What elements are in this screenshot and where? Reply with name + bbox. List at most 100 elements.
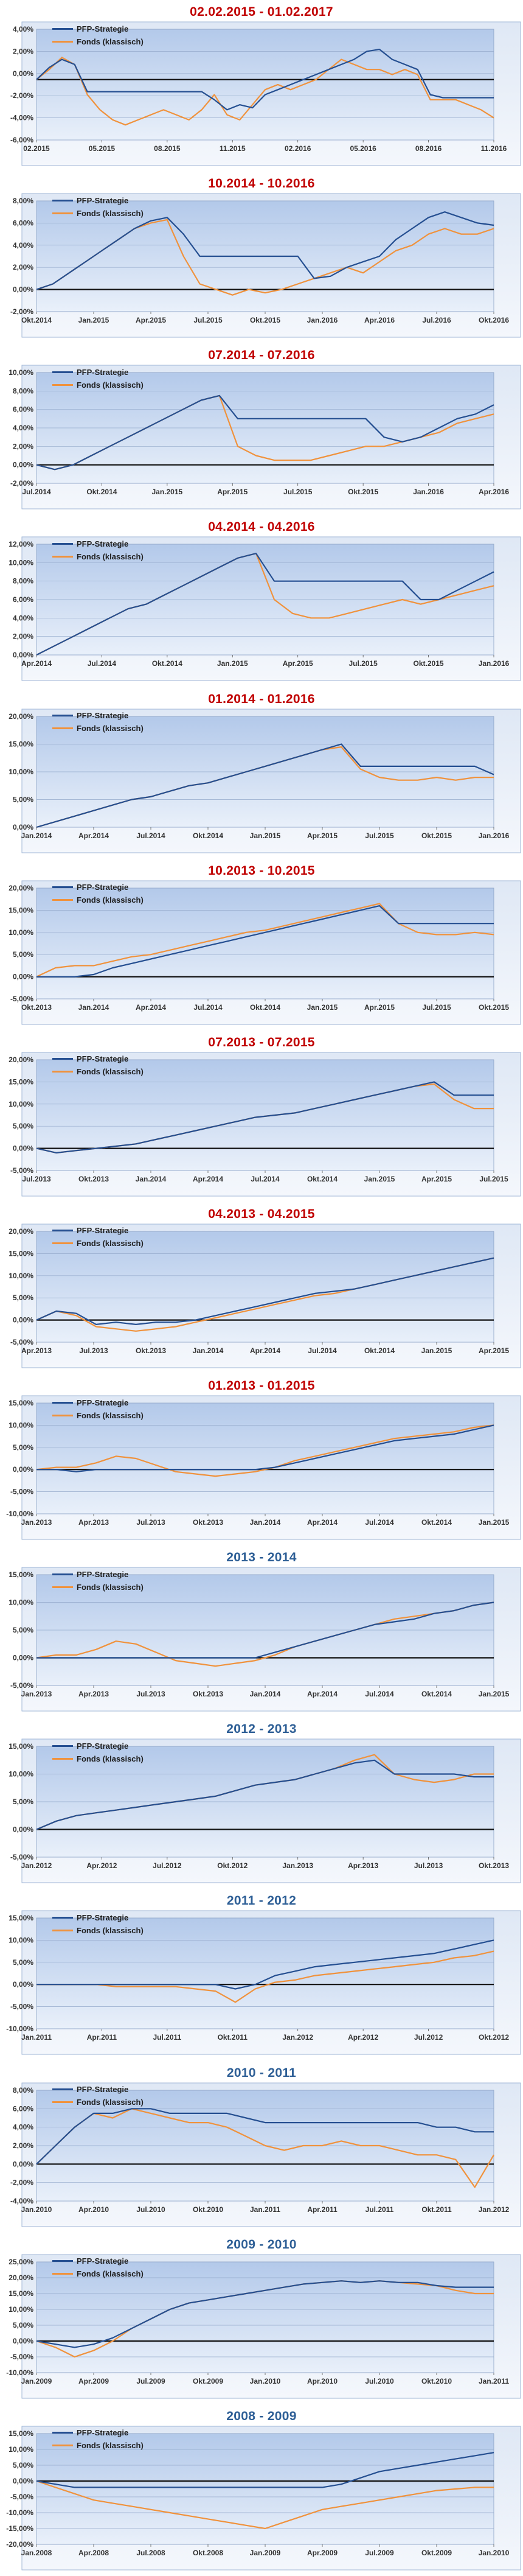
y-tick-label: 0,00% xyxy=(13,1825,33,1834)
y-tick-label: 5,00% xyxy=(13,1443,33,1452)
x-tick-label: Okt.2014 xyxy=(364,1346,395,1355)
chart-legend: PFP-Strategie Fonds (klassisch) xyxy=(49,709,164,736)
y-tick-label: 0,00% xyxy=(13,1654,33,1662)
x-tick-label: Jul.2008 xyxy=(136,2549,165,2557)
legend-item: Fonds (klassisch) xyxy=(52,1581,144,1592)
y-tick-label: 2,00% xyxy=(13,47,33,55)
legend-swatch xyxy=(52,199,73,201)
y-tick-label: -10,00% xyxy=(6,2025,33,2033)
x-tick-label: Jan.2016 xyxy=(307,316,338,324)
x-tick-label: Okt.2013 xyxy=(193,1690,223,1698)
y-tick-label: 20,00% xyxy=(9,712,33,721)
y-tick-label: 4,00% xyxy=(13,614,33,623)
series-line-pfp-strategie xyxy=(36,211,494,290)
chart-title: 10.2013 - 10.2015 xyxy=(208,863,315,878)
x-tick-label: Apr.2015 xyxy=(307,831,338,840)
legend-item: Fonds (klassisch) xyxy=(52,1410,144,1421)
y-tick-label: 15,00% xyxy=(9,1249,33,1258)
legend-item: Fonds (klassisch) xyxy=(52,723,144,734)
legend-swatch xyxy=(52,1058,73,1060)
legend-swatch xyxy=(52,2101,73,2104)
y-tick-label: -2,00% xyxy=(10,307,33,316)
y-tick-label: -5,00% xyxy=(10,1681,33,1690)
legend-swatch xyxy=(52,886,73,889)
chart-panel: 2011 - 2012 15,00% 10,00% 5,00% 0,00% -5,00% -… xyxy=(0,1889,523,2060)
legend-label: Fonds (klassisch) xyxy=(77,724,144,733)
x-tick-label: Jul.2015 xyxy=(348,659,378,668)
y-tick-label: 5,00% xyxy=(13,1958,33,1967)
x-tick-label: Okt.2015 xyxy=(348,488,378,496)
legend-label: PFP-Strategie xyxy=(77,1741,129,1751)
line-chart: 4,00% 2,00% 0,00% -2,00% -4,00% -6,00%02.2015… xyxy=(10,21,521,166)
y-tick-label: 0,00% xyxy=(13,1465,33,1474)
x-tick-label: Okt.2010 xyxy=(421,2377,452,2385)
x-tick-label: 05.2015 xyxy=(89,144,116,153)
y-tick-label: 0,00% xyxy=(13,285,33,294)
y-tick-label: -2,00% xyxy=(10,91,33,100)
x-tick-label: Jan.2011 xyxy=(479,2377,509,2385)
x-tick-label: Jan.2012 xyxy=(282,2033,313,2042)
x-tick-label: Okt.2013 xyxy=(136,1346,166,1355)
x-tick-label: Okt.2015 xyxy=(479,1003,509,1012)
x-tick-label: Jan.2013 xyxy=(21,1518,52,1527)
legend-swatch xyxy=(52,1745,73,1747)
x-tick-label: Okt.2015 xyxy=(250,316,280,324)
series-line-pfp-strategie xyxy=(36,2280,494,2348)
y-tick-label: 20,00% xyxy=(9,1227,33,1236)
legend-label: PFP-Strategie xyxy=(77,1054,129,1064)
legend-label: PFP-Strategie xyxy=(77,711,129,721)
legend-label: Fonds (klassisch) xyxy=(77,895,144,905)
x-tick-label: Jan.2014 xyxy=(136,1175,167,1183)
legend-swatch xyxy=(52,727,73,730)
legend-label: Fonds (klassisch) xyxy=(77,37,144,46)
chart-legend: PFP-Strategie Fonds (klassisch) xyxy=(49,2083,164,2110)
x-tick-label: Jan.2013 xyxy=(21,1690,52,1698)
chart-panel: 02.02.2015 - 01.02.2017 4,00% 2,00% 0,00% -2… xyxy=(0,0,523,172)
y-tick-label: 4,00% xyxy=(13,2123,33,2131)
y-tick-label: -20,00% xyxy=(6,2540,33,2549)
plot-area xyxy=(36,1402,494,1514)
y-tick-label: -2,00% xyxy=(10,2178,33,2186)
line-chart: 15,00% 10,00% 5,00% 0,00% -5,00%Jan.2012 Apr.… xyxy=(9,1738,521,1883)
chart-title: 01.2014 - 01.2016 xyxy=(208,691,315,706)
chart-title: 2013 - 2014 xyxy=(226,1550,297,1565)
series-line-pfp-strategie xyxy=(36,1601,494,1659)
x-tick-label: Jan.2015 xyxy=(217,659,248,668)
y-tick-label: 5,00% xyxy=(13,2461,33,2469)
y-tick-label: 8,00% xyxy=(13,197,33,205)
x-tick-label: Apr.2011 xyxy=(307,2205,338,2214)
x-tick-label: Jan.2010 xyxy=(479,2549,510,2557)
line-chart: 12,00%10,00%8,00%6,00%4,00%2,00%0,00%Apr… xyxy=(9,536,521,681)
x-tick-label: Apr.2010 xyxy=(307,2377,338,2385)
x-tick-label: Okt.2013 xyxy=(78,1175,109,1183)
x-tick-label: Apr.2016 xyxy=(479,488,509,496)
legend-item: Fonds (klassisch) xyxy=(52,1238,144,1249)
x-tick-label: Jul.2014 xyxy=(365,1518,394,1527)
x-tick-label: Jul.2014 xyxy=(193,1003,223,1012)
chart-title: 07.2014 - 07.2016 xyxy=(208,348,315,363)
y-tick-label: -10,00% xyxy=(6,2368,33,2377)
legend-swatch xyxy=(52,1929,73,1931)
x-tick-label: Jul.2013 xyxy=(79,1346,108,1355)
y-tick-label: 4,00% xyxy=(13,25,33,33)
y-tick-label: 0,00% xyxy=(13,1144,33,1152)
plot-area xyxy=(36,1231,494,1343)
legend-swatch xyxy=(52,2432,73,2434)
series-line-fonds-klassisch xyxy=(36,57,494,126)
x-tick-label: Jan.2008 xyxy=(21,2549,52,2557)
y-tick-label: -10,00% xyxy=(6,2508,33,2517)
x-tick-label: Jan.2014 xyxy=(193,1346,224,1355)
x-tick-label: Okt.2010 xyxy=(193,2205,223,2214)
line-chart: 15,00% 10,00% 5,00% 0,00% -5,00%Jan.2013 Apr.… xyxy=(9,1567,521,1712)
plot-area xyxy=(36,2261,494,2373)
series-line-fonds-klassisch xyxy=(36,1601,494,1667)
chart-panel: 2008 - 2009 15,00% 10,00% 5,00% 0,00% -5,00% -… xyxy=(0,2404,523,2576)
series-line-pfp-strategie xyxy=(36,1081,494,1153)
legend-label: PFP-Strategie xyxy=(77,2085,129,2095)
x-tick-label: Okt.2014 xyxy=(152,659,182,668)
chart-title: 2008 - 2009 xyxy=(226,2409,297,2423)
y-tick-label: 5,00% xyxy=(13,2321,33,2329)
chart-title: 2011 - 2012 xyxy=(226,1894,297,1908)
line-chart: 20,00%15,00%10,00%5,00%0,00%-5,00%Apr.20… xyxy=(9,1223,521,1368)
legend-swatch xyxy=(52,555,73,558)
